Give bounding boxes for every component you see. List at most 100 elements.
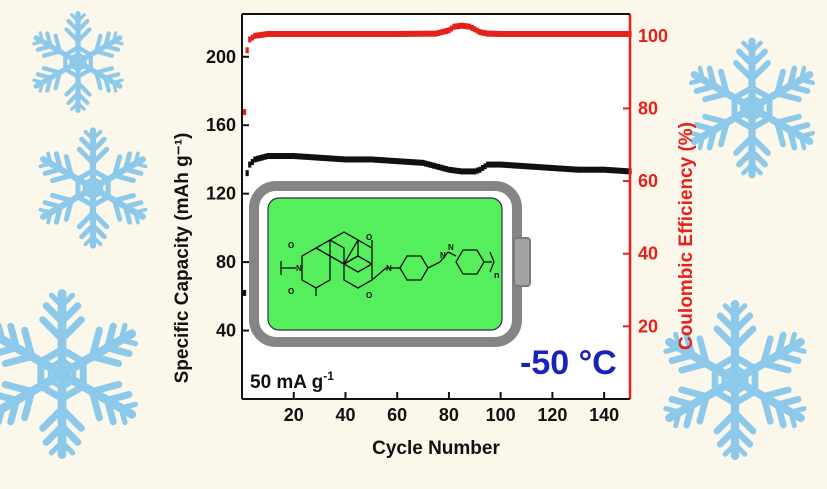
efficiency-point <box>343 30 348 37</box>
capacity-point <box>470 168 474 175</box>
capacity-point <box>480 165 485 171</box>
capacity-point <box>299 153 304 160</box>
efficiency-point <box>416 30 420 37</box>
efficiency-point <box>535 30 539 37</box>
efficiency-point <box>496 30 500 37</box>
capacity-point <box>517 162 521 169</box>
efficiency-point <box>581 30 586 37</box>
capacity-point <box>488 161 492 168</box>
capacity-point <box>436 163 441 170</box>
efficiency-point <box>250 34 254 41</box>
efficiency-point <box>395 30 399 37</box>
efficiency-point <box>615 30 619 37</box>
capacity-point <box>452 167 456 174</box>
efficiency-point <box>387 30 392 37</box>
efficiency-point <box>312 30 317 37</box>
capacity-point <box>338 156 342 163</box>
capacity-point <box>537 164 542 171</box>
efficiency-point <box>297 30 301 37</box>
efficiency-point <box>429 30 433 37</box>
efficiency-point <box>372 30 376 37</box>
efficiency-point <box>426 30 430 37</box>
capacity-point <box>527 163 531 170</box>
capacity-point <box>540 164 544 171</box>
capacity-point <box>413 159 417 166</box>
efficiency-point <box>480 29 485 36</box>
capacity-point <box>271 153 275 160</box>
capacity-point <box>553 165 557 172</box>
efficiency-point <box>558 30 562 37</box>
capacity-point <box>294 153 298 160</box>
capacity-point <box>612 167 617 174</box>
efficiency-point <box>519 30 523 37</box>
capacity-point <box>491 161 495 168</box>
capacity-point <box>483 163 487 170</box>
efficiency-point <box>620 30 624 37</box>
efficiency-point <box>315 30 319 37</box>
capacity-point <box>589 166 593 173</box>
efficiency-point <box>336 30 340 37</box>
efficiency-series <box>242 22 632 116</box>
efficiency-point <box>612 30 617 37</box>
capacity-point <box>318 154 322 161</box>
efficiency-point <box>359 30 363 37</box>
efficiency-point <box>576 30 580 37</box>
capacity-point <box>504 161 508 168</box>
capacity-point <box>248 161 252 168</box>
capacity-point <box>563 165 567 172</box>
capacity-point <box>618 167 622 174</box>
efficiency-point <box>302 30 306 37</box>
efficiency-point <box>310 30 314 37</box>
efficiency-point <box>434 30 438 37</box>
rate-label: 50 mA g-1 <box>250 369 334 393</box>
efficiency-point <box>258 32 262 39</box>
efficiency-point <box>281 30 285 37</box>
efficiency-point <box>540 30 544 37</box>
capacity-point <box>250 159 254 166</box>
efficiency-point <box>517 30 521 37</box>
efficiency-point <box>543 30 547 37</box>
capacity-point <box>431 162 436 169</box>
efficiency-point <box>263 31 267 38</box>
efficiency-point <box>403 30 407 37</box>
x-tick-label: 140 <box>589 405 619 425</box>
efficiency-point <box>245 47 249 54</box>
efficiency-point <box>470 24 474 31</box>
efficiency-point <box>354 30 358 37</box>
capacity-point <box>566 166 570 173</box>
temperature-label: -50 °C <box>520 344 617 382</box>
capacity-point <box>620 167 624 174</box>
capacity-point <box>395 158 399 165</box>
capacity-point <box>610 167 614 174</box>
capacity-point <box>548 164 552 171</box>
efficiency-point <box>325 30 329 37</box>
capacity-point <box>242 289 247 296</box>
efficiency-point <box>486 30 490 37</box>
capacity-point <box>499 161 503 168</box>
y-left-tick-label: 120 <box>206 184 236 204</box>
capacity-point <box>274 153 278 160</box>
y-right-tick-label: 40 <box>638 244 658 264</box>
efficiency-point <box>449 25 454 32</box>
efficiency-point <box>253 32 257 39</box>
capacity-point <box>532 163 536 170</box>
efficiency-point <box>369 30 373 37</box>
capacity-point <box>305 153 309 160</box>
efficiency-point <box>545 30 549 37</box>
capacity-point <box>522 163 526 170</box>
y-left-axis-title: Specific Capacity (mAh g⁻¹) <box>172 133 193 384</box>
efficiency-point <box>522 30 526 37</box>
capacity-point <box>367 156 371 163</box>
capacity-point <box>514 162 518 169</box>
efficiency-point <box>294 30 298 37</box>
efficiency-point <box>341 30 345 37</box>
efficiency-point <box>330 30 335 37</box>
capacity-point <box>607 167 611 174</box>
efficiency-point <box>574 30 578 37</box>
efficiency-point <box>599 30 604 37</box>
x-tick-label: 120 <box>537 405 567 425</box>
efficiency-point <box>618 30 622 37</box>
capacity-point <box>429 161 433 168</box>
capacity-point <box>519 162 523 169</box>
